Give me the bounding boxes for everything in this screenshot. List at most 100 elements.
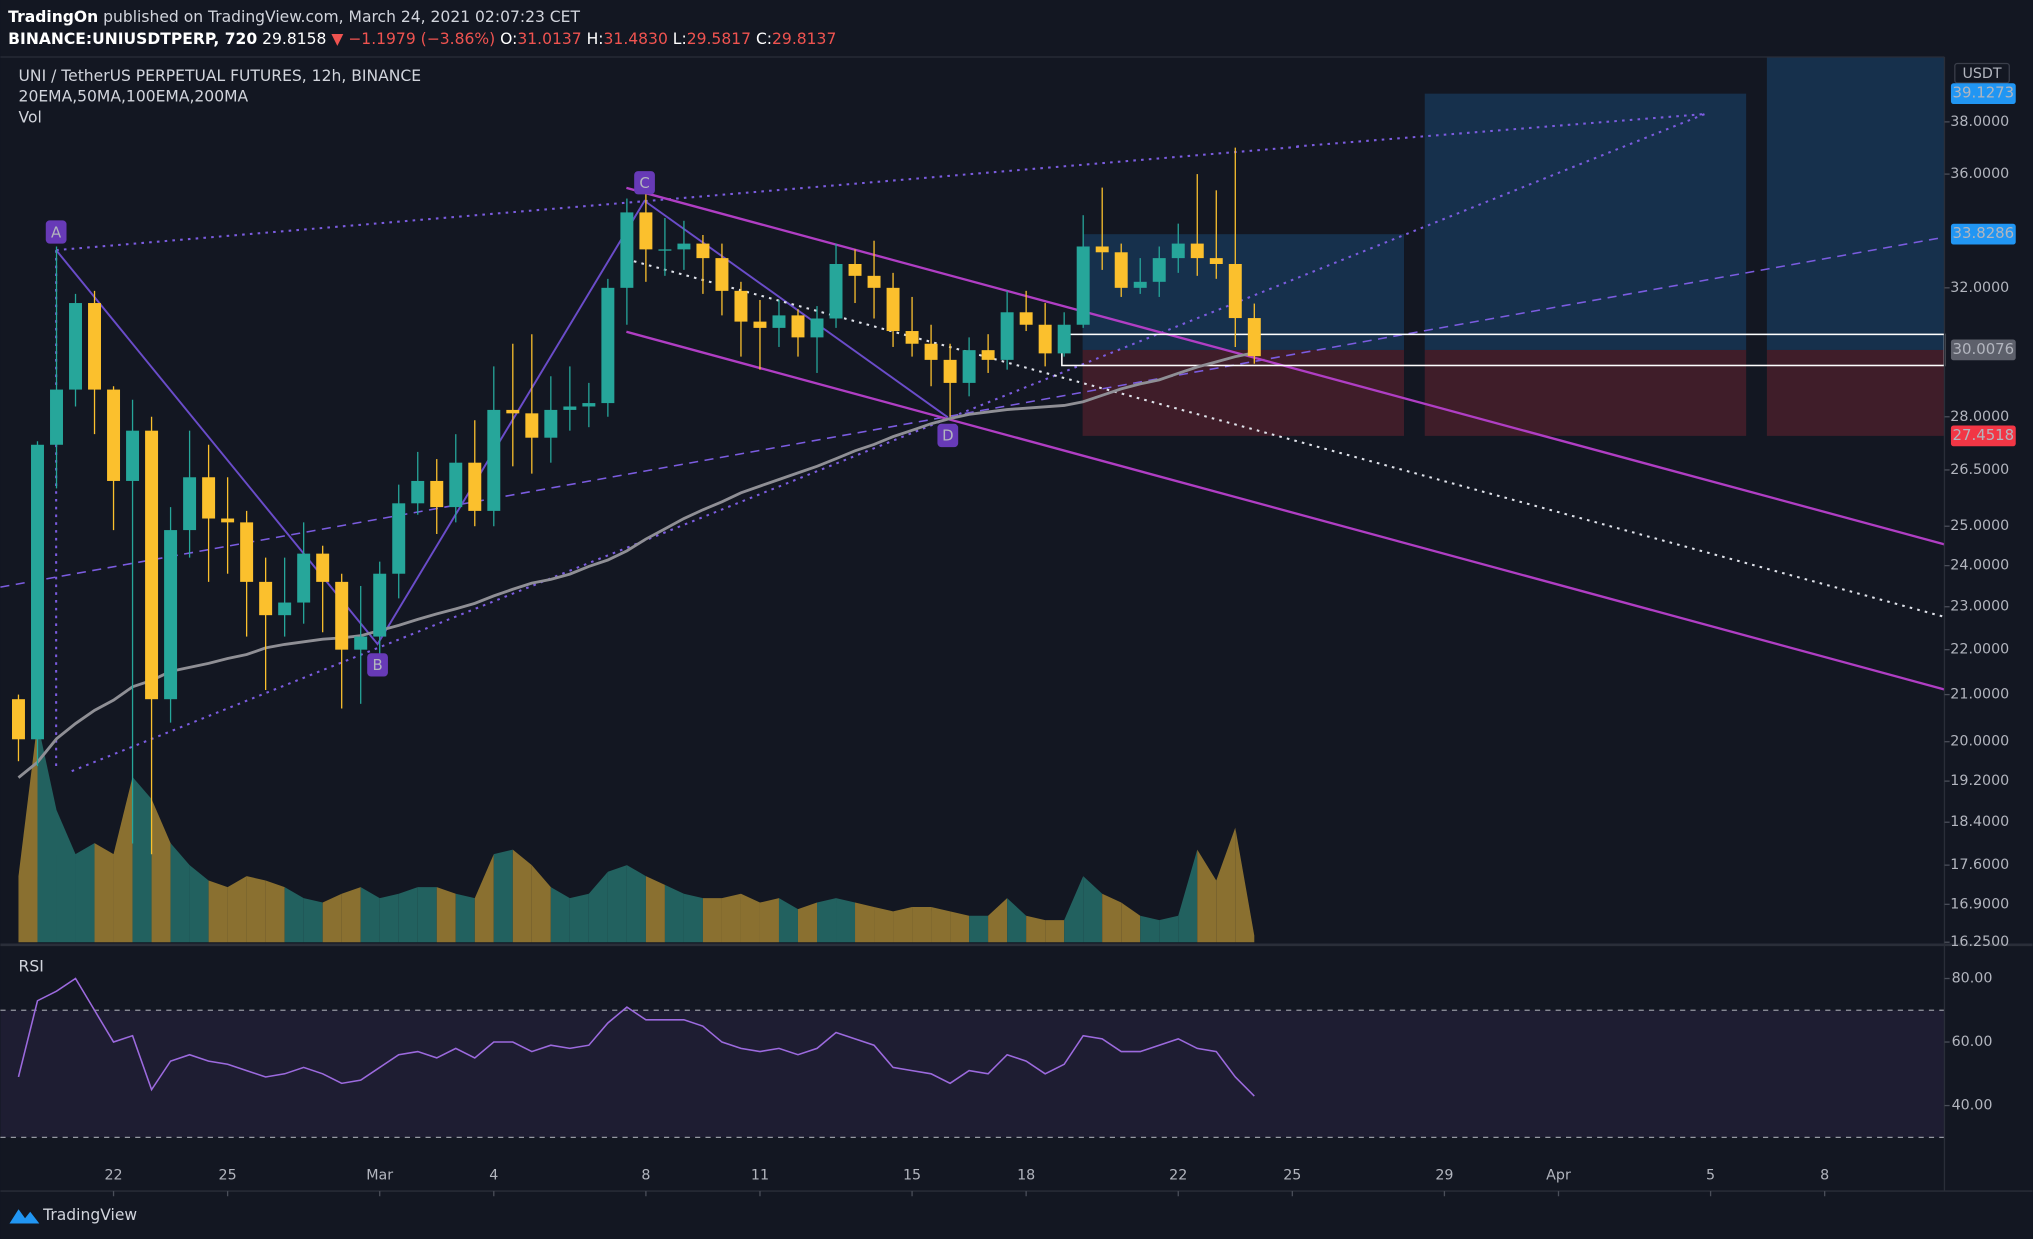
- volume-area: [664, 884, 684, 943]
- volume-area: [303, 898, 323, 943]
- volume-area: [1064, 876, 1084, 943]
- y-tick-label: 20.0000: [1950, 734, 2009, 750]
- ohlc-value: 31.0137: [517, 29, 581, 47]
- y-tick-label: 21.0000: [1950, 687, 2009, 703]
- volume-area: [721, 893, 741, 943]
- candle-body: [164, 530, 178, 700]
- candle-body: [620, 212, 634, 288]
- rsi-tick-label: 80.00: [1952, 971, 1993, 987]
- price-tag-label: 39.1273: [1953, 84, 2015, 102]
- x-tick-label: 8: [1820, 1167, 1829, 1183]
- price-tag-label: 27.4518: [1953, 426, 2015, 444]
- change: ▼ −1.1979 (−3.86%): [331, 29, 495, 47]
- pattern-label: D: [942, 427, 953, 445]
- candle-body: [259, 581, 273, 616]
- x-tick-label: 5: [1706, 1167, 1715, 1183]
- candle-body: [753, 321, 767, 328]
- brand: TradingView: [42, 1206, 137, 1224]
- published: published on TradingView.com, March 24, …: [103, 7, 580, 25]
- candle-body: [544, 409, 558, 438]
- volume-area: [94, 843, 114, 943]
- candle-body: [772, 315, 786, 328]
- volume-area: [512, 849, 532, 943]
- x-tick-label: 15: [903, 1167, 921, 1183]
- last-price: 29.8158: [262, 29, 326, 47]
- volume-area: [1083, 876, 1103, 943]
- rsi-band-fill: [0, 1010, 1945, 1138]
- x-tick-label: 25: [219, 1167, 237, 1183]
- candle-body: [601, 287, 615, 404]
- candle-body: [658, 249, 672, 251]
- volume-area: [75, 843, 95, 943]
- ohlc-key: H:: [587, 29, 604, 47]
- candle-body: [1038, 324, 1052, 354]
- volume-area: [969, 915, 989, 943]
- y-tick-label: 32.0000: [1950, 280, 2009, 296]
- x-tick-label: 22: [1169, 1167, 1187, 1183]
- rsi-tick-label: 60.00: [1952, 1034, 1993, 1050]
- candle-body: [639, 212, 653, 250]
- stop-zone: [1766, 349, 1945, 436]
- volume-area: [113, 776, 133, 943]
- candle-body: [1209, 258, 1223, 264]
- volume-area: [874, 906, 894, 943]
- volume-area: [988, 898, 1008, 943]
- rsi-tick-label: 40.00: [1952, 1098, 1993, 1114]
- volume-area: [170, 843, 190, 943]
- axes: 16.2500 16.9000 17.6000 18.4000 19.2000 20.00…: [104, 83, 2016, 1197]
- volume-area: [531, 865, 551, 943]
- volume-area: [18, 721, 38, 943]
- candle-body: [563, 406, 577, 410]
- candle-body: [734, 290, 748, 322]
- pattern-label: A: [51, 223, 62, 241]
- pattern-label: C: [639, 174, 649, 192]
- stop-zone: [1424, 349, 1747, 436]
- volume-area: [246, 876, 266, 943]
- candle-body: [848, 263, 862, 276]
- candle-body: [50, 389, 63, 445]
- candle-body: [297, 553, 311, 603]
- plot: [0, 147, 1945, 1138]
- volume-area: [1197, 849, 1217, 943]
- candle-body: [1190, 243, 1204, 259]
- volume-area: [474, 854, 494, 943]
- candle-body: [810, 318, 824, 338]
- volume-area: [360, 887, 380, 943]
- candle-body: [1000, 312, 1014, 360]
- volume-area: [626, 865, 646, 943]
- candle-body: [715, 258, 729, 291]
- y-tick-label: 36.0000: [1950, 166, 2009, 182]
- y-tick-label: 28.0000: [1950, 409, 2009, 425]
- candle-body: [1057, 324, 1071, 354]
- volume-area: [151, 798, 171, 943]
- volume-area: [893, 906, 913, 943]
- price-tag-label: 30.0076: [1953, 340, 2015, 358]
- volume-area: [455, 893, 475, 943]
- candle-body: [905, 331, 919, 344]
- y-tick-label: 25.0000: [1950, 518, 2009, 534]
- price-tag: [1950, 339, 2016, 361]
- position-zones: [1082, 57, 1945, 436]
- candle-body: [373, 573, 387, 637]
- candle-body: [69, 303, 82, 390]
- ohlc-key: O:: [500, 29, 517, 47]
- channel-lower: [626, 330, 1945, 691]
- y-tick-label: 17.6000: [1950, 857, 2009, 873]
- y-tick-label: 24.0000: [1950, 558, 2009, 574]
- stop-zone: [1082, 349, 1405, 436]
- dotted-midline: [626, 258, 1945, 618]
- candle-body: [1114, 252, 1128, 288]
- volume-area: [550, 887, 570, 943]
- author: TradingOn: [8, 7, 98, 25]
- x-tick-label: 11: [751, 1167, 769, 1183]
- volume-area: [322, 893, 342, 943]
- candle-body: [335, 581, 349, 650]
- ohlc-key: L:: [673, 29, 687, 47]
- candle-body: [1171, 243, 1185, 259]
- pattern-badge: [367, 653, 388, 677]
- volume-label: Vol: [19, 108, 42, 126]
- pattern-label: B: [372, 656, 382, 674]
- volume-area: [1102, 893, 1122, 943]
- ohlc-value: 29.8137: [772, 29, 836, 47]
